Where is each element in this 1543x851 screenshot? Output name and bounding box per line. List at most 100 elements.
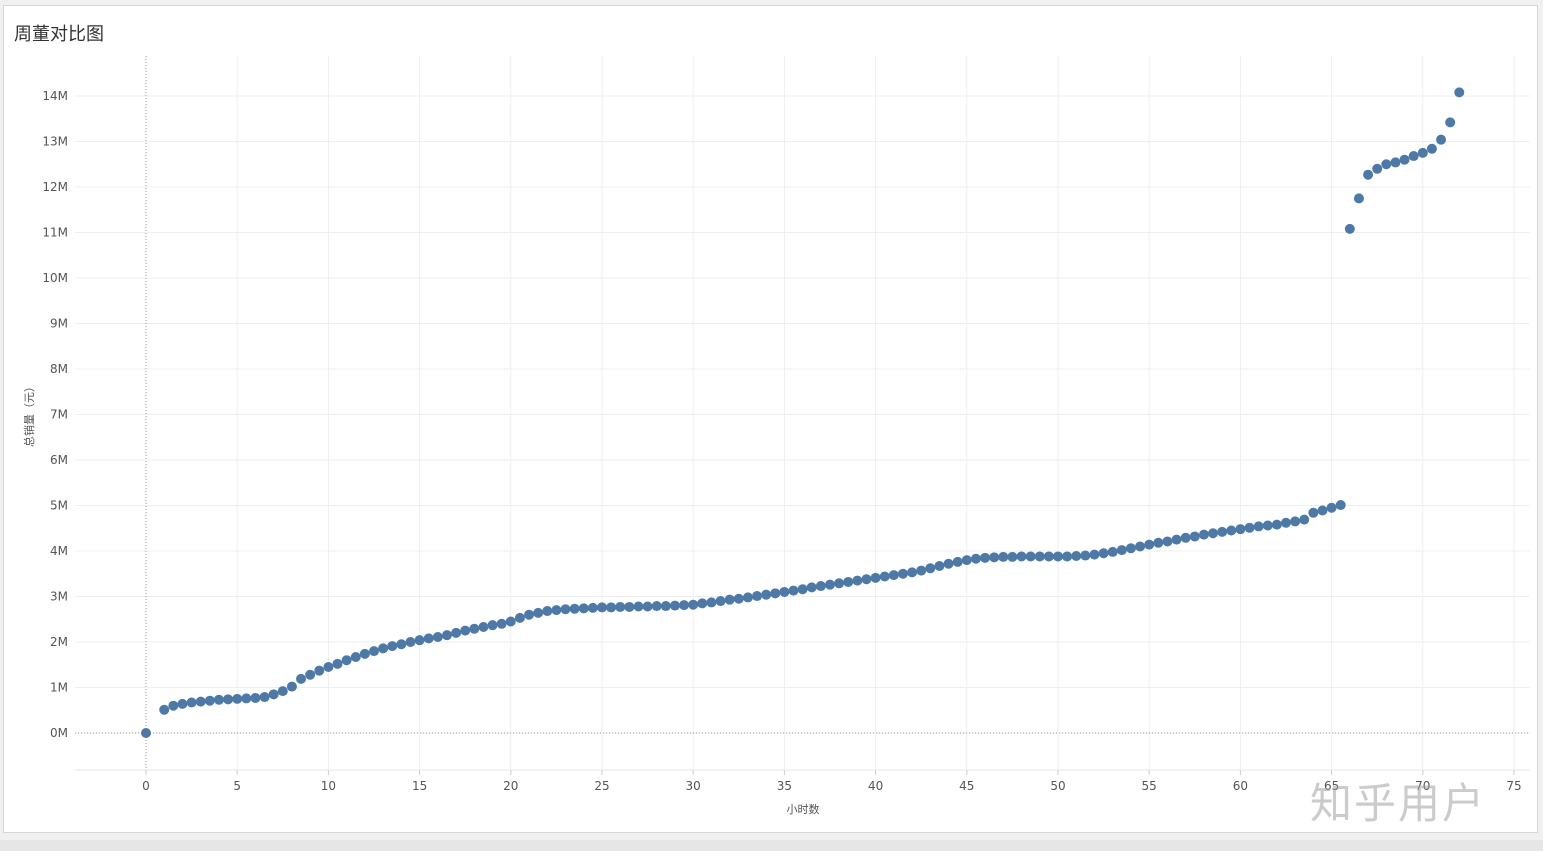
data-point[interactable] — [1089, 549, 1100, 560]
data-point[interactable] — [1153, 537, 1164, 548]
data-point[interactable] — [359, 648, 370, 659]
data-point[interactable] — [1253, 521, 1264, 532]
data-point[interactable] — [1098, 548, 1109, 559]
data-point[interactable] — [1308, 507, 1319, 518]
data-point[interactable] — [688, 599, 699, 610]
data-point[interactable] — [195, 696, 206, 707]
data-point[interactable] — [332, 658, 343, 669]
data-point[interactable] — [761, 589, 772, 600]
data-point[interactable] — [1180, 532, 1191, 543]
data-point[interactable] — [460, 625, 471, 636]
data-point[interactable] — [1125, 543, 1136, 554]
data-point[interactable] — [432, 631, 443, 642]
data-point[interactable] — [1007, 551, 1018, 562]
data-point[interactable] — [815, 581, 826, 592]
data-point[interactable] — [733, 593, 744, 604]
data-point[interactable] — [1034, 551, 1045, 562]
data-point[interactable] — [268, 689, 279, 700]
data-point[interactable] — [989, 552, 1000, 563]
data-point[interactable] — [797, 584, 808, 595]
data-point[interactable] — [697, 598, 708, 609]
data-point[interactable] — [414, 635, 425, 646]
data-point[interactable] — [1390, 157, 1401, 168]
data-point[interactable] — [569, 603, 580, 614]
data-point[interactable] — [715, 596, 726, 607]
data-point[interactable] — [879, 571, 890, 582]
data-point[interactable] — [907, 567, 918, 578]
data-point[interactable] — [1353, 193, 1364, 204]
data-point[interactable] — [1363, 169, 1374, 180]
data-point[interactable] — [524, 609, 535, 620]
data-point[interactable] — [551, 605, 562, 616]
data-point[interactable] — [578, 603, 589, 614]
data-point[interactable] — [1445, 117, 1456, 128]
data-point[interactable] — [961, 555, 972, 566]
data-point[interactable] — [177, 698, 188, 709]
data-point[interactable] — [752, 591, 763, 602]
data-point[interactable] — [779, 586, 790, 597]
data-point[interactable] — [952, 556, 963, 567]
data-point[interactable] — [487, 620, 498, 631]
data-point[interactable] — [159, 704, 170, 715]
data-point[interactable] — [1399, 154, 1410, 165]
data-point[interactable] — [1189, 531, 1200, 542]
data-point[interactable] — [724, 594, 735, 605]
data-point[interactable] — [587, 602, 598, 613]
data-point[interactable] — [1217, 526, 1228, 537]
data-point[interactable] — [1144, 539, 1155, 550]
data-point[interactable] — [834, 578, 845, 589]
data-point[interactable] — [323, 662, 334, 673]
data-point[interactable] — [642, 601, 653, 612]
data-point[interactable] — [888, 570, 899, 581]
data-point[interactable] — [861, 574, 872, 585]
data-point[interactable] — [223, 694, 234, 705]
data-point[interactable] — [1335, 500, 1346, 511]
data-point[interactable] — [241, 693, 252, 704]
data-point[interactable] — [1381, 159, 1392, 170]
data-point[interactable] — [633, 601, 644, 612]
data-point[interactable] — [1171, 534, 1182, 545]
data-point[interactable] — [441, 630, 452, 641]
data-point[interactable] — [204, 695, 215, 706]
data-point[interactable] — [1262, 520, 1273, 531]
data-point[interactable] — [1135, 541, 1146, 552]
data-point[interactable] — [1208, 528, 1219, 539]
data-point[interactable] — [1326, 502, 1337, 513]
data-point[interactable] — [514, 612, 525, 623]
data-point[interactable] — [770, 588, 781, 599]
data-point[interactable] — [1080, 550, 1091, 561]
data-point[interactable] — [423, 633, 434, 644]
data-point[interactable] — [597, 602, 607, 613]
data-point[interactable] — [1372, 163, 1383, 174]
data-point[interactable] — [505, 616, 516, 627]
data-point[interactable] — [679, 600, 690, 611]
data-point[interactable] — [1454, 87, 1465, 98]
data-point[interactable] — [1071, 551, 1082, 562]
data-point[interactable] — [341, 655, 352, 666]
data-point[interactable] — [232, 693, 243, 704]
data-point[interactable] — [970, 553, 981, 564]
data-point[interactable] — [296, 673, 307, 684]
data-point[interactable] — [542, 606, 553, 617]
data-point[interactable] — [897, 568, 908, 579]
data-point[interactable] — [660, 601, 671, 612]
data-point[interactable] — [277, 686, 288, 697]
data-point[interactable] — [405, 637, 416, 647]
data-point[interactable] — [788, 585, 799, 596]
data-point[interactable] — [1116, 545, 1127, 556]
data-point[interactable] — [533, 607, 544, 618]
data-point[interactable] — [1417, 147, 1428, 158]
data-point[interactable] — [1317, 505, 1328, 516]
data-point[interactable] — [943, 558, 954, 569]
data-point[interactable] — [925, 563, 936, 574]
data-point[interactable] — [496, 618, 507, 629]
data-point[interactable] — [213, 694, 224, 705]
data-point[interactable] — [916, 565, 927, 576]
data-point[interactable] — [141, 728, 151, 738]
data-point[interactable] — [651, 601, 662, 612]
data-point[interactable] — [742, 592, 753, 603]
data-point[interactable] — [1290, 516, 1301, 527]
data-point[interactable] — [560, 604, 571, 615]
data-point[interactable] — [825, 579, 835, 590]
data-point[interactable] — [843, 576, 854, 587]
